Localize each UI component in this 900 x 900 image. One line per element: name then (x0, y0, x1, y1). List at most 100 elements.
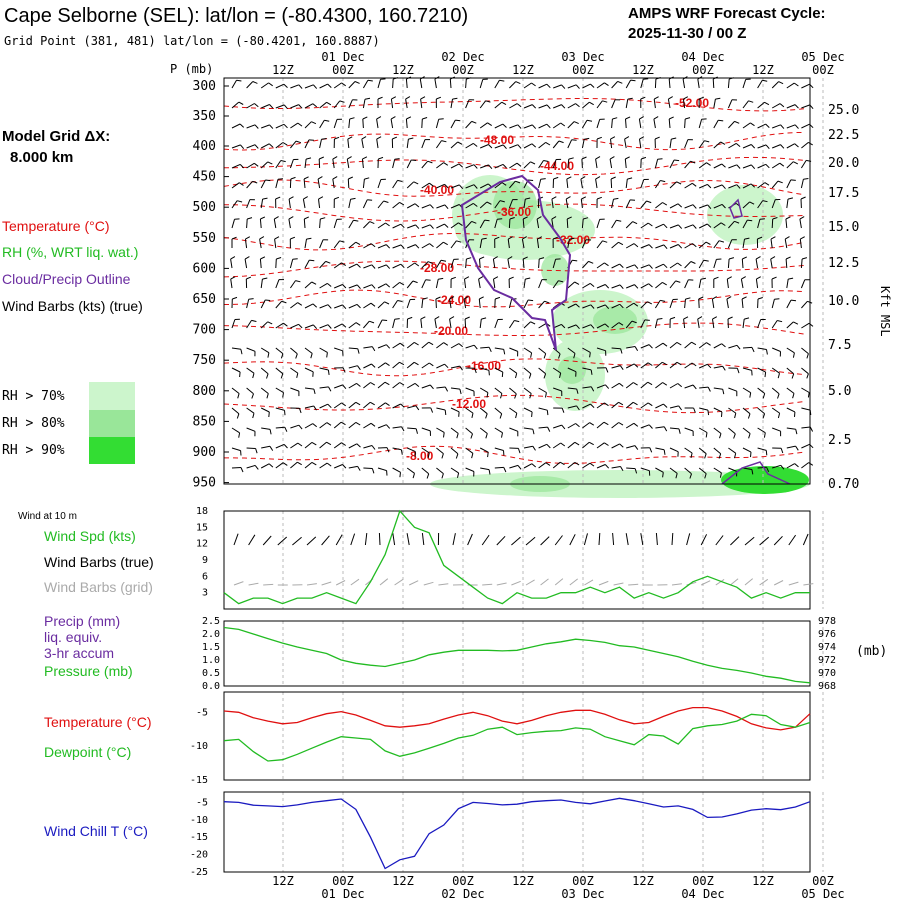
wind-barb (538, 257, 545, 269)
wind-barb (567, 303, 580, 309)
wind-barb (334, 464, 347, 469)
height-tick-label: 20.0 (828, 156, 859, 171)
surface-wind-barb (406, 533, 410, 546)
wind-barb (363, 243, 376, 249)
wind-barb (465, 220, 477, 229)
wind-barb (465, 447, 474, 459)
wind-barb (406, 137, 414, 149)
wind-barb (348, 365, 361, 371)
wind-barb (246, 367, 255, 379)
surface-wind-barb (496, 535, 506, 546)
wind-chill-panel-frame (223, 791, 811, 873)
wind-barb (552, 461, 565, 469)
wind-barb (509, 387, 517, 399)
wind-barb (536, 216, 542, 229)
wind-barb (289, 280, 301, 289)
surface-wind-barb (467, 533, 473, 546)
wind-barb (259, 216, 266, 229)
wind-barb (302, 196, 308, 209)
wind-barb (509, 124, 522, 129)
wind-barb (711, 296, 717, 309)
surface-wind-barb (612, 532, 615, 546)
wind-barb (611, 347, 623, 354)
wind-barb (596, 304, 610, 310)
wind-barb (509, 407, 518, 419)
pressure-tick-label: 600 (193, 261, 216, 276)
wind-barb (434, 316, 440, 329)
wind-barb (421, 182, 434, 189)
wind-barb (582, 462, 595, 469)
wind-barb (611, 365, 624, 370)
wind-barb (640, 96, 646, 109)
wind-barb (377, 402, 390, 409)
wind-barb (463, 296, 469, 309)
wind-barb (653, 116, 659, 129)
wind-barb (494, 466, 507, 473)
wind-barb (421, 139, 430, 149)
wind-barb (260, 387, 269, 399)
wind-barb (246, 81, 258, 89)
wind-barb (449, 76, 456, 89)
wind-barb (435, 259, 447, 269)
grid-wind-barb (744, 578, 754, 586)
wind-barb (786, 299, 797, 309)
wind-barb (464, 276, 470, 289)
wind-barb (726, 276, 732, 289)
wind-barb (801, 347, 809, 359)
temperature-legend: Temperature (°C) (2, 218, 110, 234)
wind-barb (319, 138, 327, 149)
wind-barb (771, 217, 778, 229)
wind-barb (742, 367, 753, 376)
wind-barb (450, 427, 459, 439)
grid-wind-barb (408, 580, 419, 586)
wind-barb (801, 407, 812, 416)
wind-barb (611, 422, 624, 429)
wind-barb (290, 442, 303, 449)
wind-at-10m-label: Wind at 10 m (18, 511, 77, 522)
wind-barb (231, 407, 240, 419)
wind-barb (801, 141, 813, 149)
temperature-contour-label: -44.00 (540, 159, 574, 173)
wind-barb (596, 421, 609, 429)
wind-barb (304, 441, 317, 449)
temperature-contour (223, 358, 805, 377)
wind-barb (567, 367, 577, 377)
wind-barb (406, 159, 417, 169)
rh80-label: RH > 80% (2, 416, 65, 431)
bottom-date-tick: 04 Dec (681, 887, 724, 900)
wind-barb (275, 462, 288, 469)
wind-barb (684, 407, 696, 413)
wind-barb (625, 302, 639, 309)
wind-barb (420, 316, 426, 329)
wind-barb (771, 199, 781, 209)
wind-barb (698, 140, 710, 149)
grid-wind-barb (394, 578, 404, 586)
pressure-tick-label: 976 (818, 629, 836, 640)
wind-barb (333, 136, 340, 149)
wind-chill-line (223, 797, 811, 870)
wind-barb (363, 320, 375, 329)
wind-barb (669, 383, 683, 389)
wind-barb (640, 222, 653, 229)
wind-barb (348, 219, 359, 229)
wind-barb (786, 427, 798, 435)
wind-barb (552, 236, 558, 249)
wind-barb (304, 367, 314, 377)
wind-barb (742, 317, 750, 329)
wind-barb (304, 157, 312, 169)
wind-barb (450, 467, 460, 478)
grid-wind-barb (700, 580, 711, 586)
wind-barb (231, 427, 241, 438)
wind-barb (348, 117, 355, 129)
wind-barb (552, 442, 566, 449)
wind-barb (231, 200, 243, 209)
wind-barb (494, 347, 506, 355)
wind-barb (713, 163, 726, 169)
wind-barb (273, 216, 279, 229)
wind-barb (728, 427, 736, 439)
dewpoint-line (223, 713, 811, 762)
wind-barb (406, 382, 420, 389)
wind-barb (231, 447, 242, 456)
wind-barb (275, 387, 284, 398)
wind-barb (801, 443, 814, 449)
